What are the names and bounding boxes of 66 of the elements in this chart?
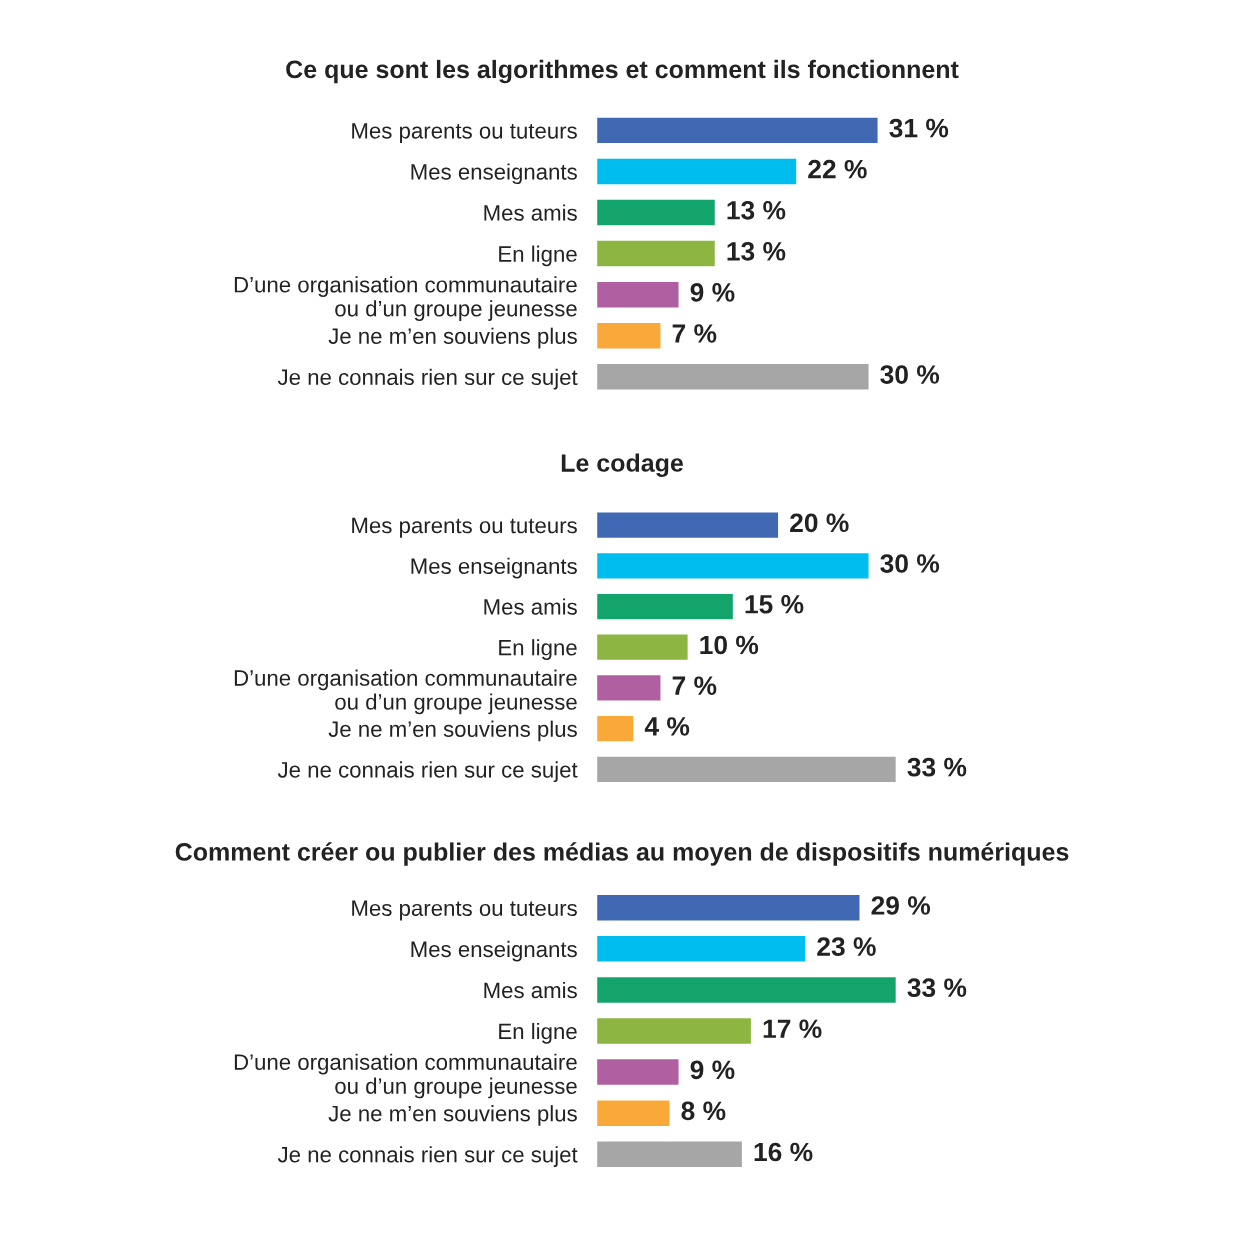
y-tick-label: D’une organisation communautaire ou d’un groupe jeunesse <box>234 1053 577 1099</box>
chart-title: Ce que sont les algorithmes et comment ils fonctionnent <box>286 59 959 84</box>
data-label: 7 % <box>672 324 717 343</box>
data-label: 8 % <box>681 1101 726 1121</box>
bar <box>597 1018 751 1044</box>
bar <box>597 512 779 538</box>
y-tick-label: D’une organisation communautaire ou d’un groupe jeunesse <box>234 669 577 715</box>
y-tick-label: En ligne <box>499 1022 577 1044</box>
bar <box>597 1059 679 1085</box>
data-label: 16 % <box>754 1142 813 1162</box>
y-tick-label: En ligne <box>499 639 577 660</box>
bar <box>597 281 679 308</box>
bar <box>597 895 860 921</box>
bar <box>597 553 869 579</box>
y-tick-label: En ligne <box>499 245 577 267</box>
bar <box>597 1141 742 1167</box>
bar <box>597 199 715 226</box>
bar <box>597 158 797 185</box>
y-tick-label: Je ne m’en souviens plus <box>328 327 577 349</box>
y-tick-label: Je ne connais rien sur ce sujet <box>277 368 578 390</box>
data-label: 17 % <box>763 1019 822 1039</box>
data-label: 30 % <box>880 554 940 573</box>
bar <box>597 1100 670 1126</box>
y-tick-label: Je ne connais rien sur ce sujet <box>277 1146 578 1167</box>
data-label: 33 % <box>907 757 967 777</box>
bar <box>597 716 634 742</box>
bar <box>597 364 869 390</box>
bar <box>597 977 896 1003</box>
bar <box>597 936 806 962</box>
data-label: 9 % <box>690 283 735 302</box>
data-label: 31 % <box>889 118 949 138</box>
y-tick-label: Mes parents ou tuteurs <box>352 517 577 538</box>
data-label: 10 % <box>700 635 759 655</box>
y-tick-label: Mes parents ou tuteurs <box>352 123 577 144</box>
data-label: 22 % <box>808 159 867 179</box>
bar <box>597 240 715 267</box>
bar <box>597 117 878 144</box>
data-label: 30 % <box>880 365 940 384</box>
data-label: 29 % <box>871 896 931 915</box>
data-label: 20 % <box>790 513 849 533</box>
y-tick-label: Je ne m’en souviens plus <box>328 1105 577 1126</box>
data-label: 23 % <box>817 937 876 956</box>
chart-title: Le codage <box>561 453 683 477</box>
chart-title: Comment créer ou publier des médias au moyen de dispositifs numériques <box>175 842 1069 866</box>
y-tick-label: Mes parents ou tuteurs <box>352 900 577 921</box>
y-tick-label: Je ne connais rien sur ce sujet <box>277 761 578 783</box>
bar <box>597 675 661 701</box>
y-tick-label: Mes enseignants <box>411 557 577 579</box>
data-label: 15 % <box>745 594 804 614</box>
y-tick-label: Mes amis <box>484 598 577 615</box>
data-label: 33 % <box>907 978 967 998</box>
bar <box>597 634 688 660</box>
y-tick-label: Mes amis <box>484 204 577 221</box>
data-label: 9 % <box>690 1060 735 1080</box>
y-tick-label: Mes amis <box>484 981 577 999</box>
bar <box>597 593 733 620</box>
data-label: 13 % <box>727 200 786 220</box>
data-label: 4 % <box>644 717 690 736</box>
y-tick-label: Mes enseignants <box>411 163 577 185</box>
bar <box>597 323 661 349</box>
y-tick-label: Je ne m’en souviens plus <box>328 720 577 742</box>
y-tick-label: Mes enseignants <box>411 940 577 962</box>
y-tick-label: D’une organisation communautaire ou d’un groupe jeunesse <box>234 276 577 321</box>
data-label: 13 % <box>727 241 786 261</box>
data-label: 7 % <box>672 676 717 695</box>
bar <box>597 756 896 783</box>
